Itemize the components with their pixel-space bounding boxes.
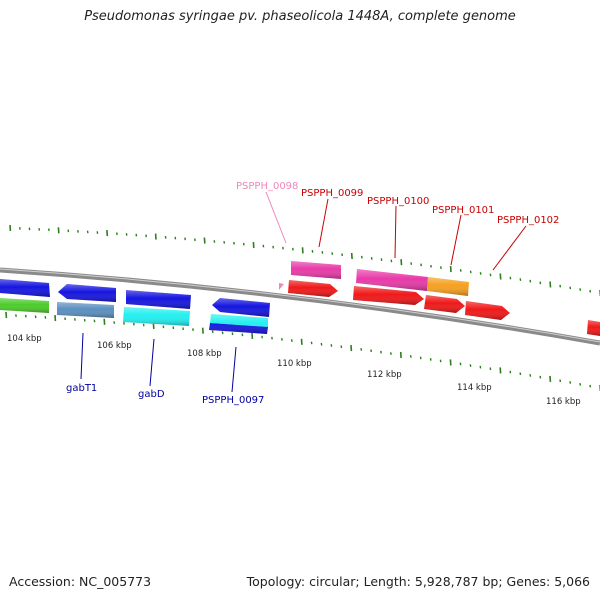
genome-summary-text: Topology: circular; Length: 5,928,787 bp… [246,574,590,589]
gene-label-gabT1[interactable]: gabT1 [66,383,97,394]
label-connectors [80,191,527,393]
tick-row-lower [5,311,600,392]
forward-strand-features [279,261,600,336]
connector-PSPPH_0101 [450,214,462,266]
feature-rev-blue-3-shade [126,290,191,309]
feature-red-right-shade [587,320,600,336]
feature-red-0099-shade [288,280,338,297]
tick-label-106kbp: 106 kbp [97,341,132,351]
gene-label-PSPPH_0100[interactable]: PSPPH_0100 [367,196,429,207]
tick-label-104kbp: 104 kbp [7,334,42,344]
feature-pink-0098[interactable] [279,283,284,290]
gene-label-gabD[interactable]: gabD [138,389,165,400]
tick-label-112kbp: 112 kbp [367,370,402,380]
feature-red-0100-shade [353,286,424,305]
map-title: Pseudomonas syringae pv. phaseolicola 14… [84,9,516,24]
tick-row-upper [9,224,600,297]
connector-PSPPH_0099 [318,198,329,248]
feature-0097-shade [209,314,268,334]
genome-backbone-highlight [0,268,600,343]
feature-red-0101-shade [424,295,465,313]
feature-orange-0100-shade [427,277,469,296]
accession-text: Accession: NC_005773 [9,574,152,589]
feature-magenta-0100-shade [356,269,428,291]
gene-label-PSPPH_0102[interactable]: PSPPH_0102 [497,215,559,226]
connector-PSPPH_0100 [394,205,397,259]
feature-red-0102-shade [465,301,510,320]
connector-gabT1 [80,332,84,380]
gene-label-PSPPH_0099[interactable]: PSPPH_0099 [301,188,363,199]
genome-backbone [0,267,600,346]
tick-labels: 104 kbp 106 kbp 108 kbp 110 kbp 112 kbp … [7,334,581,407]
feature-rev-blue-2-shade [58,284,116,302]
connector-PSPPH_0098 [265,191,287,244]
feature-steelblue-gabT1-shade [57,302,114,318]
gene-labels: PSPPH_0098 PSPPH_0099 PSPPH_0100 PSPPH_0… [66,181,559,406]
tick-label-108kbp: 108 kbp [187,349,222,359]
connector-gabD [149,338,155,387]
gene-label-PSPPH_0101[interactable]: PSPPH_0101 [432,205,494,216]
connector-PSPPH_0097 [231,346,237,393]
feature-rev-blue-1-shade [0,279,50,297]
gene-label-PSPPH_0098[interactable]: PSPPH_0098 [236,181,298,192]
feature-cyan-gabD-shade [123,307,190,326]
tick-label-110kbp: 110 kbp [277,359,312,369]
connector-PSPPH_0102 [492,225,527,271]
feature-rev-blue-4-shade [212,298,270,317]
reverse-strand-features [0,279,270,334]
feature-green-1-shade [0,298,49,313]
gene-label-PSPPH_0097[interactable]: PSPPH_0097 [202,395,264,406]
tick-label-116kbp: 116 kbp [546,397,581,407]
feature-magenta-0099-shade [291,261,341,279]
tick-label-114kbp: 114 kbp [457,383,492,393]
